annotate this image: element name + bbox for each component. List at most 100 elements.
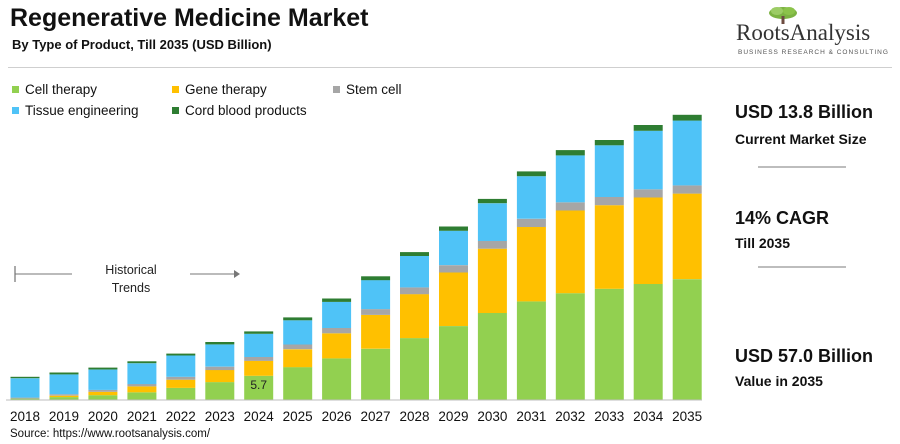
legend-label: Tissue engineering <box>25 103 139 118</box>
legend-item-stem-cell: Stem cell <box>333 82 402 97</box>
bar-segment-cord-blood-products-2031 <box>516 171 546 177</box>
bar-segment-gene-therapy-2019 <box>49 395 79 398</box>
bar-segment-tissue-engineering-2026 <box>322 301 352 328</box>
bar-segment-gene-therapy-2023 <box>205 370 235 383</box>
bar-segment-gene-therapy-2025 <box>283 349 313 368</box>
historical-trends-label: Historical Trends <box>100 261 162 297</box>
bar-segment-tissue-engineering-2032 <box>555 155 585 203</box>
bar-segment-cell-therapy-2027 <box>361 348 391 400</box>
x-tick-label-2027: 2027 <box>361 409 391 424</box>
bar-group <box>10 114 702 401</box>
legend-item-cell-therapy: Cell therapy <box>12 82 97 97</box>
bar-segment-stem-cell-2024 <box>244 357 274 361</box>
x-tick-label-2026: 2026 <box>322 409 352 424</box>
stat-current-size-value: USD 13.8 Billion <box>735 102 874 122</box>
logo-wordmark: RootsAnalysis <box>736 20 871 45</box>
bar-segment-stem-cell-2018 <box>10 397 40 399</box>
bar-segment-gene-therapy-2031 <box>516 227 546 302</box>
bar-segment-cord-blood-products-2022 <box>166 353 196 356</box>
historical-label-line2: Trends <box>111 281 151 295</box>
bar-segment-gene-therapy-2032 <box>555 210 585 294</box>
bar-segment-tissue-engineering-2025 <box>283 320 313 345</box>
bar-segment-tissue-engineering-2028 <box>400 256 429 288</box>
historical-bracket <box>14 266 240 282</box>
stat-cagr-value: 14% CAGR <box>735 208 830 228</box>
bar-segment-cord-blood-products-2021 <box>127 361 157 364</box>
bar-segment-cell-therapy-2026 <box>322 358 352 400</box>
data-labels: 5.7 <box>250 378 267 392</box>
bar-segment-stem-cell-2027 <box>361 309 391 315</box>
stat-2035-label: Value in 2035 <box>735 373 823 389</box>
bar-segment-gene-therapy-2033 <box>594 205 624 289</box>
historical-arrow-icon <box>234 270 240 278</box>
bar-segment-tissue-engineering-2031 <box>516 176 546 219</box>
chart-legend: Cell therapy Gene therapy Stem cell Tiss… <box>12 82 432 122</box>
bar-segment-tissue-engineering-2034 <box>633 130 663 190</box>
legend-swatch <box>172 86 179 93</box>
bar-segment-stem-cell-2028 <box>400 287 429 295</box>
bar-segment-gene-therapy-2026 <box>322 333 352 359</box>
stat-divider <box>758 266 846 268</box>
x-tick-label-2030: 2030 <box>477 409 507 424</box>
x-tick-label-2021: 2021 <box>127 409 157 424</box>
bar-segment-gene-therapy-2029 <box>439 272 468 326</box>
bar-segment-cord-blood-products-2035 <box>672 114 702 121</box>
legend-label: Stem cell <box>346 82 402 97</box>
x-tick-label-2033: 2033 <box>594 409 624 424</box>
bar-segment-stem-cell-2021 <box>127 384 157 387</box>
bar-segment-tissue-engineering-2022 <box>166 355 196 377</box>
chart-subtitle: By Type of Product, Till 2035 (USD Billi… <box>12 37 272 52</box>
bar-segment-cell-therapy-2021 <box>127 392 157 400</box>
bar-segment-cord-blood-products-2020 <box>88 367 118 370</box>
logo-tagline: BUSINESS RESEARCH & CONSULTING <box>738 49 889 56</box>
bar-segment-stem-cell-2033 <box>594 197 624 206</box>
x-axis-labels: 2018 2019 2020 2021 2022 2023 2024 2025 2026 2027… <box>10 409 702 424</box>
bar-segment-cord-blood-products-2024 <box>244 331 274 334</box>
source-note: Source: https://www.rootsanalysis.com/ <box>10 428 211 440</box>
bar-segment-tissue-engineering-2027 <box>361 280 391 310</box>
bar-segment-cell-therapy-2028 <box>400 338 429 400</box>
stat-divider <box>758 166 846 168</box>
bar-segment-cord-blood-products-2033 <box>594 140 624 146</box>
bar-segment-cord-blood-products-2030 <box>477 198 507 204</box>
legend-label: Cord blood products <box>185 103 307 118</box>
legend-item-gene-therapy: Gene therapy <box>172 82 267 97</box>
bar-segment-cell-therapy-2022 <box>166 387 196 400</box>
legend-item-cord-blood-products: Cord blood products <box>172 103 307 118</box>
legend-swatch <box>12 107 19 114</box>
bar-segment-cell-therapy-2031 <box>516 301 546 400</box>
bar-segment-cell-therapy-2023 <box>205 382 235 400</box>
bar-segment-gene-therapy-2024 <box>244 360 274 376</box>
x-tick-label-2025: 2025 <box>283 409 313 424</box>
bar-segment-stem-cell-2026 <box>322 328 352 334</box>
bar-segment-cell-therapy-2030 <box>477 313 507 400</box>
x-tick-label-2023: 2023 <box>205 409 235 424</box>
x-tick-label-2018: 2018 <box>10 409 40 424</box>
bar-segment-stem-cell-2034 <box>633 189 663 198</box>
roots-analysis-logo: RootsAnalysis BUSINESS RESEARCH & CONSUL… <box>730 6 895 64</box>
bar-segment-cell-therapy-2018 <box>10 398 40 400</box>
bar-segment-gene-therapy-2028 <box>400 294 429 339</box>
bar-segment-stem-cell-2019 <box>49 394 79 396</box>
bar-segment-stem-cell-2031 <box>516 218 546 227</box>
bar-segment-cord-blood-products-2027 <box>361 276 391 281</box>
bar-segment-tissue-engineering-2035 <box>672 120 702 186</box>
bar-segment-cord-blood-products-2025 <box>283 317 313 321</box>
bar-segment-cell-therapy-2024 <box>244 375 274 400</box>
bar-segment-cell-therapy-2020 <box>88 395 118 400</box>
bar-segment-tissue-engineering-2019 <box>49 374 79 395</box>
bar-segment-gene-therapy-2021 <box>127 386 157 393</box>
bar-segment-stem-cell-2029 <box>439 265 468 273</box>
historical-label-line1: Historical <box>105 263 157 277</box>
bar-segment-cord-blood-products-2029 <box>439 226 468 231</box>
bar-segment-tissue-engineering-2018 <box>10 378 40 398</box>
bar-segment-cord-blood-products-2023 <box>205 342 235 345</box>
bar-segment-stem-cell-2030 <box>477 241 507 249</box>
tree-icon <box>769 7 797 24</box>
bar-segment-gene-therapy-2022 <box>166 379 196 388</box>
x-tick-label-2024: 2024 <box>244 409 275 424</box>
x-tick-label-2022: 2022 <box>166 409 196 424</box>
x-tick-label-2019: 2019 <box>49 409 79 424</box>
bar-segment-stem-cell-2035 <box>672 185 702 194</box>
bar-segment-tissue-engineering-2021 <box>127 363 157 385</box>
